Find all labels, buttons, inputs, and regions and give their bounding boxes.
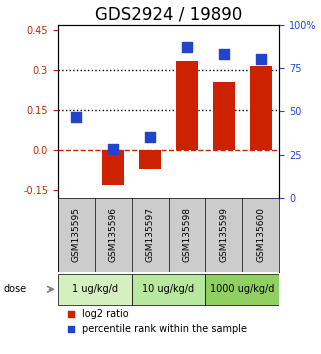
Text: log2 ratio: log2 ratio bbox=[82, 309, 129, 319]
Point bbox=[221, 51, 226, 57]
Text: GSM135595: GSM135595 bbox=[72, 207, 81, 262]
Text: GSM135600: GSM135600 bbox=[256, 207, 265, 262]
Text: percentile rank within the sample: percentile rank within the sample bbox=[82, 324, 247, 334]
Bar bbox=[250, 66, 272, 150]
Bar bbox=[102, 150, 124, 184]
Point bbox=[68, 326, 74, 332]
Text: 1000 ug/kg/d: 1000 ug/kg/d bbox=[210, 284, 274, 294]
Text: dose: dose bbox=[3, 284, 26, 294]
Text: 10 ug/kg/d: 10 ug/kg/d bbox=[143, 284, 195, 294]
Text: GSM135597: GSM135597 bbox=[145, 207, 155, 262]
Text: GSM135598: GSM135598 bbox=[182, 207, 192, 262]
Title: GDS2924 / 19890: GDS2924 / 19890 bbox=[95, 5, 242, 23]
FancyBboxPatch shape bbox=[205, 274, 279, 305]
FancyBboxPatch shape bbox=[58, 274, 132, 305]
Point bbox=[74, 114, 79, 119]
FancyBboxPatch shape bbox=[132, 274, 205, 305]
Point bbox=[68, 311, 74, 317]
Point bbox=[110, 147, 116, 152]
Bar bbox=[176, 61, 198, 150]
Point bbox=[258, 57, 263, 62]
Point bbox=[147, 135, 153, 140]
Text: GSM135599: GSM135599 bbox=[219, 207, 229, 262]
Bar bbox=[139, 150, 161, 169]
Point bbox=[184, 45, 189, 50]
Text: GSM135596: GSM135596 bbox=[108, 207, 118, 262]
Bar bbox=[213, 82, 235, 150]
Text: 1 ug/kg/d: 1 ug/kg/d bbox=[72, 284, 118, 294]
